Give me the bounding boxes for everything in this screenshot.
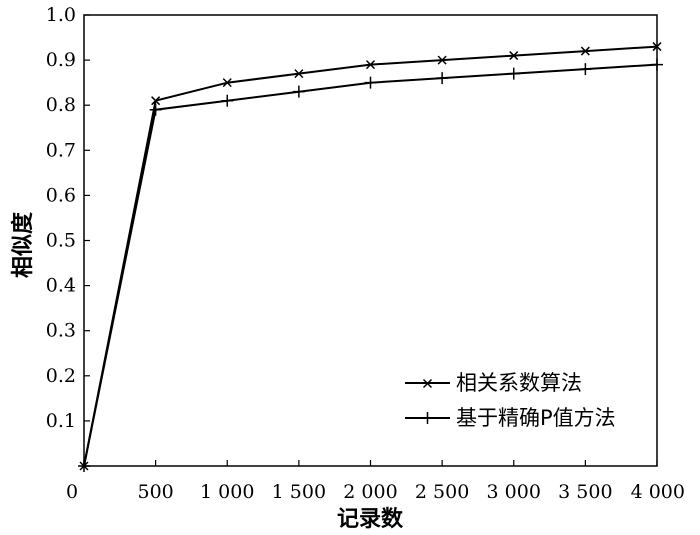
x-tick-label: 2 000	[343, 481, 397, 503]
y-tick-label: 0.8	[46, 94, 76, 116]
series-1-point	[222, 78, 232, 88]
series-1-point	[509, 51, 519, 61]
series-2-point	[221, 94, 234, 107]
series-1-point	[294, 69, 304, 79]
series-2-point	[78, 460, 90, 472]
series-2-point	[507, 67, 520, 80]
legend-label-series-2: 基于精确P值方法	[456, 406, 616, 430]
y-tick-label: 0.4	[46, 275, 76, 297]
series-2-point	[292, 85, 305, 98]
y-axis-title: 相似度	[10, 211, 36, 278]
series-layer	[78, 42, 663, 472]
series-2-point	[651, 58, 663, 71]
series-1-point	[365, 60, 376, 70]
y-tick-label: 0.1	[46, 410, 76, 432]
series-1-point	[652, 42, 662, 52]
y-tick-label: 0.5	[46, 230, 76, 252]
x-tick-label: 1 500	[272, 481, 326, 503]
legend-marker-x	[422, 378, 433, 389]
series-2-point	[149, 103, 162, 116]
series-1-point	[151, 96, 161, 106]
legend-label-series-1: 相关系数算法	[456, 371, 582, 395]
x-tick-label: 500	[137, 481, 173, 503]
y-tick-label: 0.9	[46, 49, 76, 71]
y-tick-label: 0.7	[46, 139, 76, 161]
y-axis-ticks: 0.1 0.2 0.3 0.4 0.5 0.6 0.7 0.8 0.9 1.0	[46, 4, 90, 432]
y-tick-label: 0.6	[46, 184, 76, 206]
series-2-point	[436, 72, 449, 85]
x-axis-title: 记录数	[337, 506, 404, 532]
series-line-1	[83, 45, 658, 467]
y-tick-label: 0.2	[46, 365, 76, 387]
series-1-point	[580, 46, 590, 56]
x-tick-label: 3 500	[558, 481, 612, 503]
series-2-point	[579, 63, 592, 76]
x-tick-label: 3 000	[487, 481, 541, 503]
y-tick-label: 1.0	[46, 4, 76, 26]
x-tick-label: 1 000	[200, 481, 254, 503]
legend: 相关系数算法 基于精确P值方法	[405, 371, 616, 430]
x-tick-label: 0	[66, 481, 78, 503]
y-tick-label: 0.3	[46, 320, 76, 342]
series-2-point	[364, 76, 377, 89]
x-axis-ticks: 0 500 1 000 1 500 2 000 2 500 3 000 3 500 4 000	[66, 460, 685, 503]
legend-marker-plus	[421, 412, 434, 424]
series-1-point	[437, 55, 447, 65]
x-tick-label: 2 500	[415, 481, 469, 503]
x-tick-label: 4 000	[631, 481, 685, 503]
